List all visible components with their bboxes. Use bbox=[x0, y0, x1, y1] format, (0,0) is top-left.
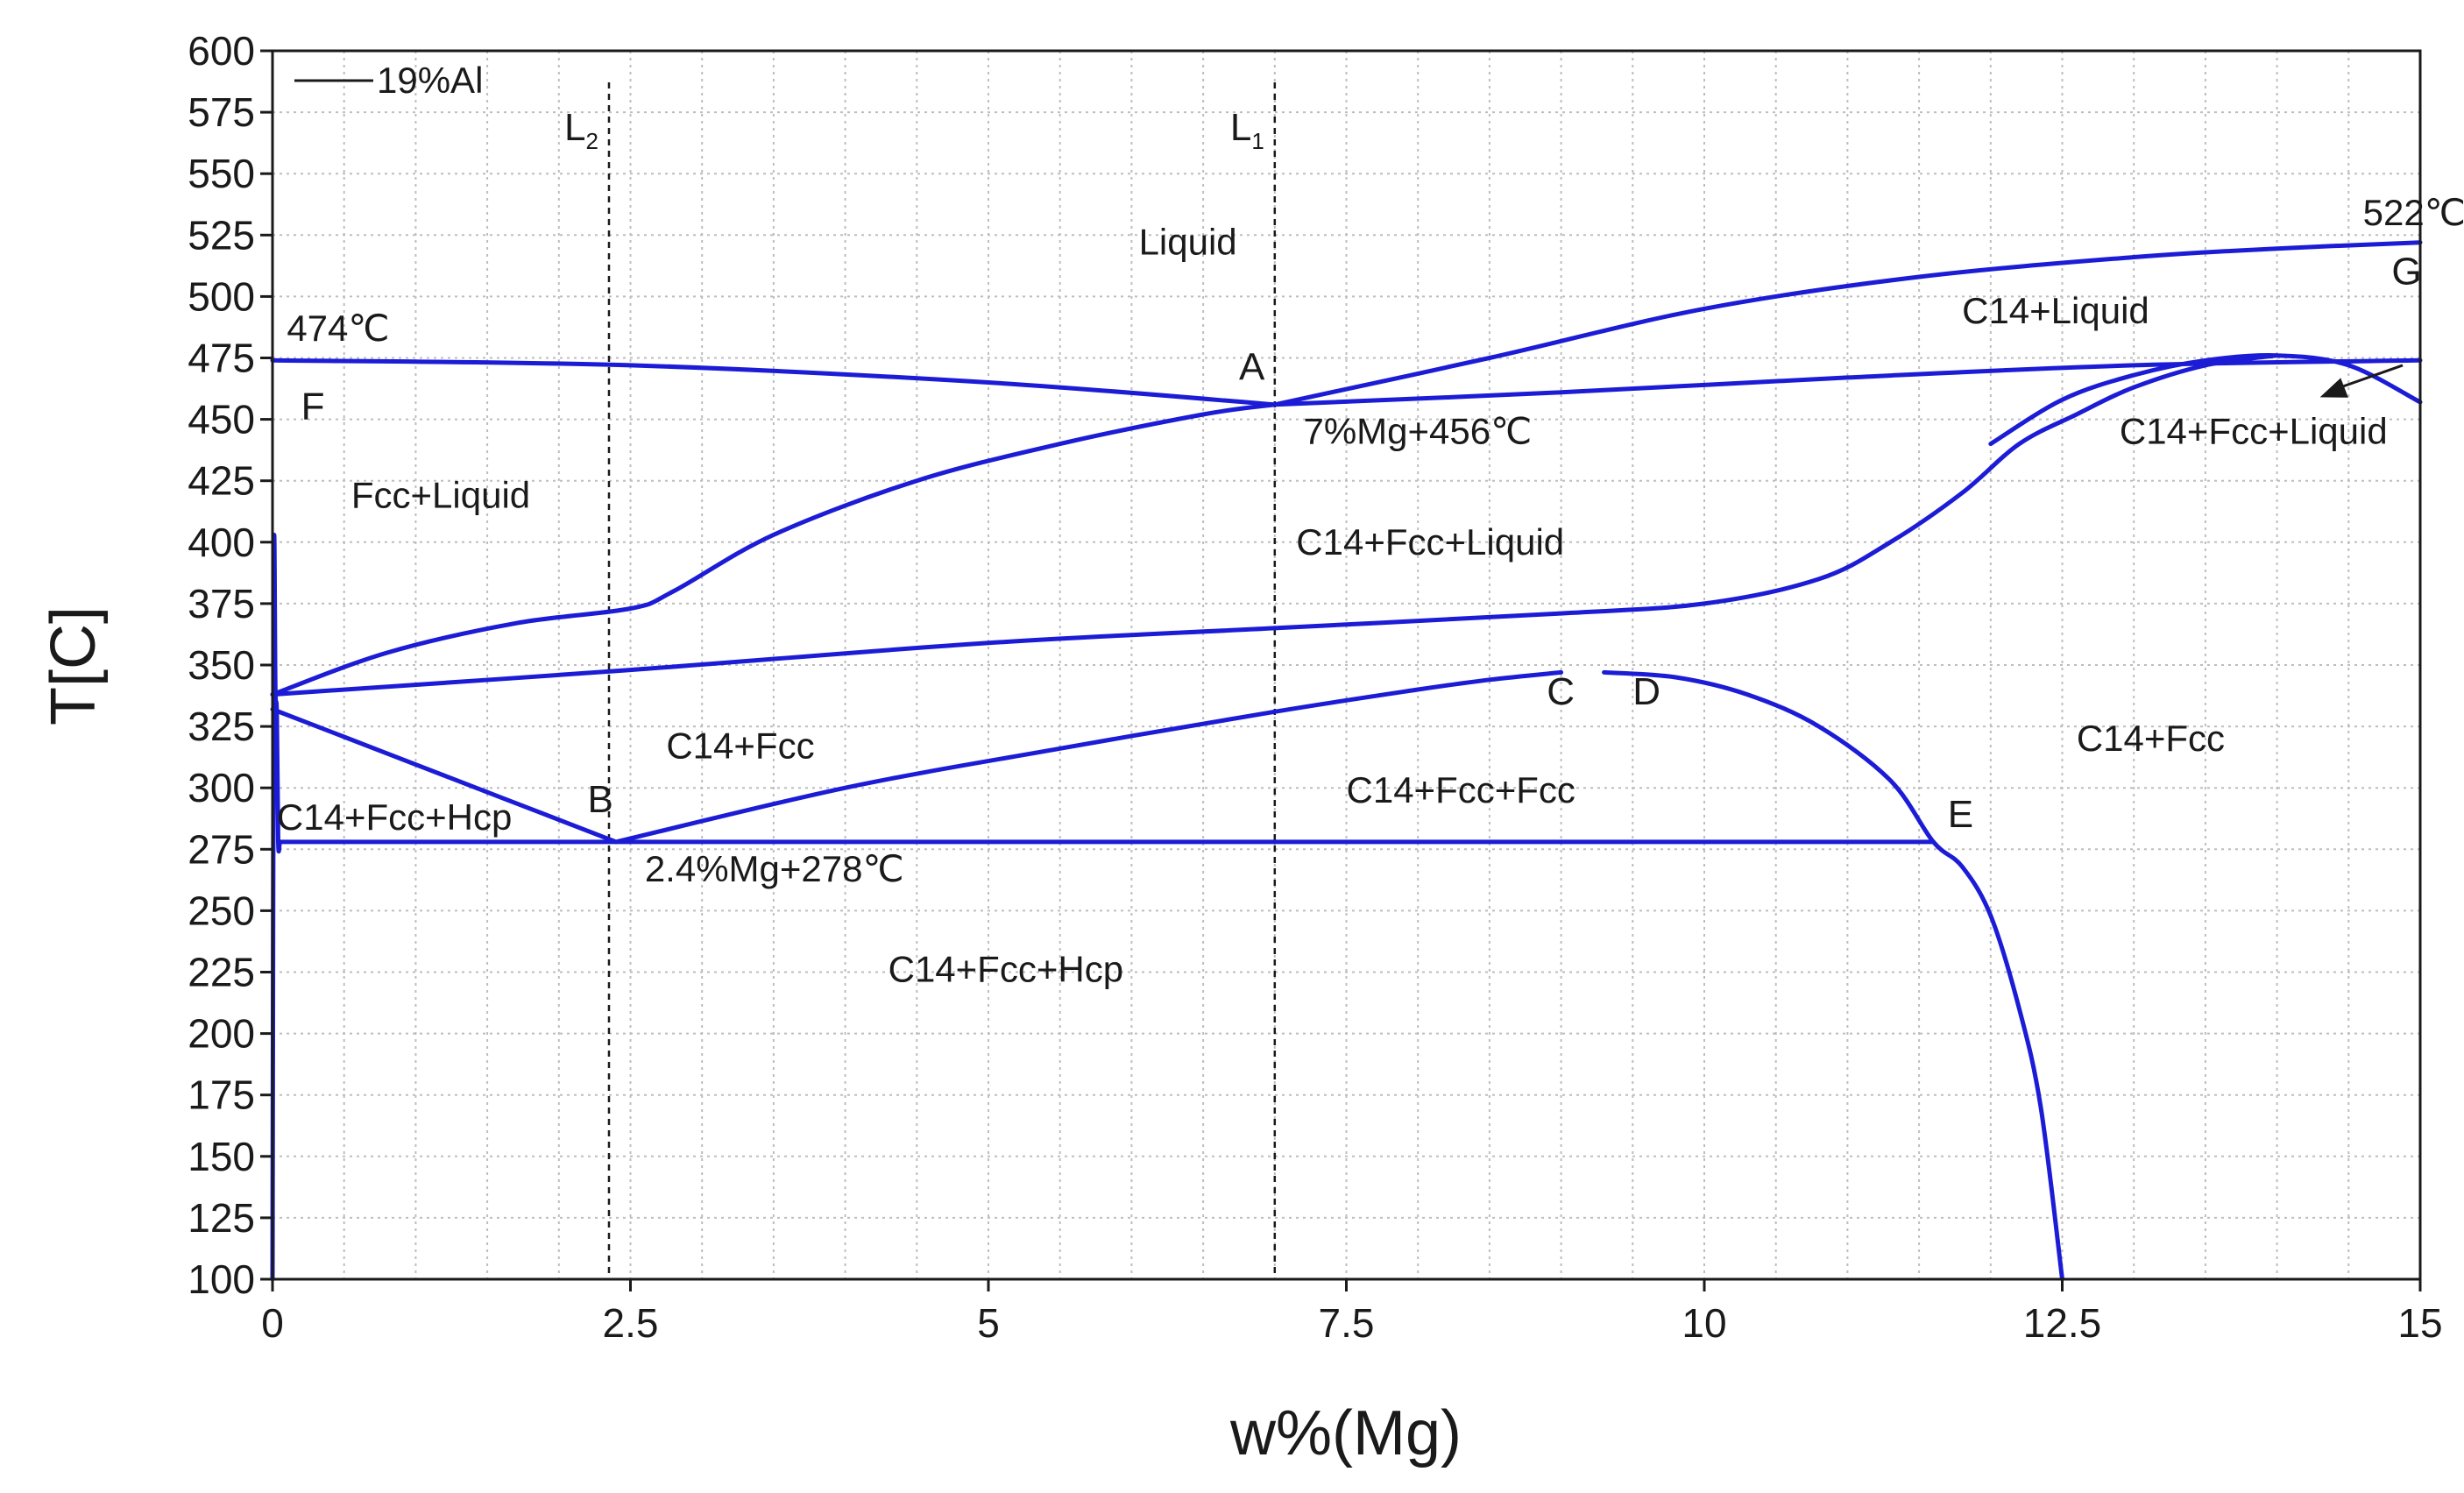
grid bbox=[273, 51, 2420, 1279]
annotation-r-c14fcchcp-left: C14+Fcc+Hcp bbox=[277, 796, 512, 838]
y-tick-label: 525 bbox=[188, 212, 255, 258]
annotation-r-c14fcc-right: C14+Fcc bbox=[2077, 718, 2225, 759]
annotation-d: D bbox=[1632, 670, 1660, 713]
annotation-c: C bbox=[1547, 670, 1575, 713]
reference-label-l1: L1 bbox=[1230, 106, 1264, 154]
y-axis-title: T[C] bbox=[39, 606, 109, 725]
boundary-a-g-liquidus bbox=[1272, 240, 2423, 407]
boundary-d-e-solvus bbox=[1602, 669, 2064, 1282]
annotations: A B C D E F G 474℃ 522℃ 7%Mg+456℃ 2.4%Mg+278℃ Liqui… bbox=[277, 192, 2464, 990]
y-tick-label: 375 bbox=[188, 581, 255, 626]
annotation-r-c14fcc-mid: C14+Fcc bbox=[666, 725, 814, 767]
y-tick-label: 300 bbox=[188, 765, 255, 810]
y-tick-label: 175 bbox=[188, 1072, 255, 1118]
y-tick-label: 225 bbox=[188, 950, 255, 995]
y-tick-label: 475 bbox=[188, 336, 255, 381]
boundary-b-c-boundary bbox=[613, 669, 1564, 845]
y-tick-label: 600 bbox=[188, 28, 255, 74]
annotation-e: E bbox=[1948, 793, 1973, 836]
y-tick-label: 450 bbox=[188, 397, 255, 442]
y-tick-label: 200 bbox=[188, 1011, 255, 1057]
annotation-r-c14fcchcp-bottom: C14+Fcc+Hcp bbox=[889, 949, 1123, 990]
annotation-r-liquid: Liquid bbox=[1139, 222, 1237, 263]
annotation-f: F bbox=[301, 386, 325, 428]
y-tick-label: 275 bbox=[188, 826, 255, 872]
axis-ticks: 0 2.5 5 7.5 10 12.5 15 100 125 150 175 200 225 250 275… bbox=[188, 28, 2442, 1346]
x-tick-label: 0 bbox=[261, 1300, 284, 1346]
x-tick-label: 5 bbox=[977, 1300, 1000, 1346]
y-tick-label: 150 bbox=[188, 1134, 255, 1179]
x-tick-label: 15 bbox=[2397, 1300, 2442, 1346]
y-tick-label: 125 bbox=[188, 1195, 255, 1241]
boundary-fcc-liquid-to-b bbox=[270, 707, 619, 845]
legend: 19%Al bbox=[294, 60, 483, 101]
legend-label: 19%Al bbox=[377, 60, 483, 101]
y-tick-label: 425 bbox=[188, 458, 255, 504]
annotation-t522: 522℃ bbox=[2363, 192, 2464, 233]
phase-boundaries bbox=[270, 240, 2423, 1282]
annotation-b278: 2.4%Mg+278℃ bbox=[645, 848, 904, 889]
annotation-r-c14fccliq-mid: C14+Fcc+Liquid bbox=[1296, 521, 1564, 563]
boundary-peak-arc bbox=[1988, 353, 2423, 447]
y-tick-label: 575 bbox=[188, 89, 255, 135]
annotation-b: B bbox=[587, 778, 612, 821]
y-tick-label: 350 bbox=[188, 642, 255, 688]
boundary-c14-fcc-liquid-lower-boundary bbox=[270, 353, 2280, 697]
annotation-r-c14fccfcc: C14+Fcc+Fcc bbox=[1347, 769, 1575, 810]
boundary-fcc-liquid-lower-boundary bbox=[270, 402, 1278, 697]
x-tick-label: 12.5 bbox=[2023, 1300, 2102, 1346]
x-tick-label: 2.5 bbox=[603, 1300, 659, 1346]
arrow-shaft bbox=[2332, 364, 2404, 392]
y-tick-label: 250 bbox=[188, 888, 255, 933]
y-tick-label: 500 bbox=[188, 273, 255, 319]
annotation-r-fccliq: Fcc+Liquid bbox=[351, 475, 530, 516]
x-tick-label: 7.5 bbox=[1319, 1300, 1375, 1346]
annotation-t474: 474℃ bbox=[287, 308, 389, 349]
boundary-a-to-15-boundary bbox=[1272, 357, 2423, 407]
annotation-r-c14fccliq-right: C14+Fcc+Liquid bbox=[2120, 411, 2388, 452]
annotation-a: A bbox=[1239, 346, 1265, 389]
arrow-head bbox=[2319, 378, 2348, 398]
annotation-a456: 7%Mg+456℃ bbox=[1303, 411, 1532, 452]
reference-label-l2: L2 bbox=[564, 106, 598, 154]
boundary-f-a-liquidus bbox=[270, 357, 1278, 407]
annotation-r-c14liq: C14+Liquid bbox=[1962, 290, 2149, 331]
y-tick-label: 400 bbox=[188, 520, 255, 565]
y-tick-label: 325 bbox=[188, 704, 255, 749]
y-tick-label: 100 bbox=[188, 1256, 255, 1302]
annotation-g: G bbox=[2391, 250, 2421, 293]
y-tick-label: 550 bbox=[188, 151, 255, 196]
x-axis-title: w%(Mg) bbox=[1229, 1398, 1462, 1468]
x-tick-label: 10 bbox=[1682, 1300, 1726, 1346]
